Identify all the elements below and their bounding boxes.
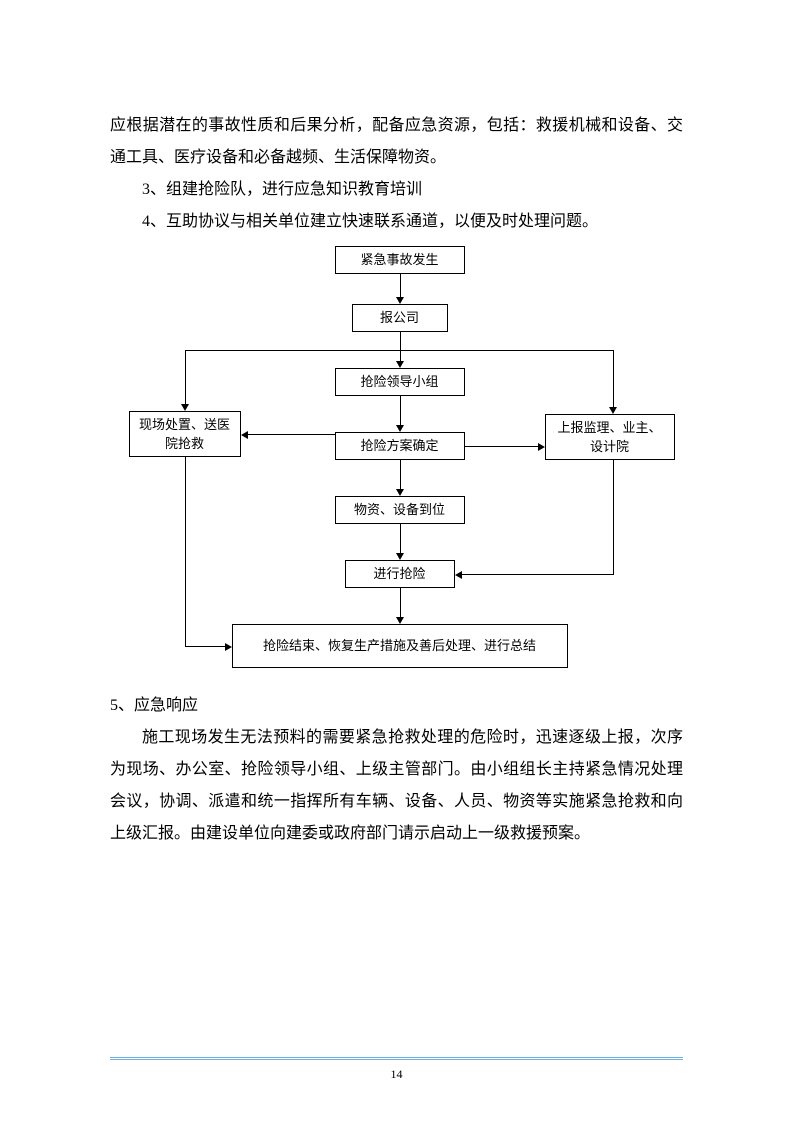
- node-rescue-end: 抢险结束、恢复生产措施及善后处理、进行总结: [232, 624, 568, 668]
- arrow-icon: [396, 617, 404, 624]
- arrow-icon: [538, 443, 545, 451]
- arrow-icon: [181, 404, 189, 411]
- node-onsite-hospital: 现场处置、送医院抢救: [129, 411, 241, 457]
- node-report-supervision: 上报监理、业主、设计院: [545, 414, 675, 460]
- page-number: 14: [0, 1067, 793, 1082]
- paragraph-1: 应根据潜在的事故性质和后果分析，配备应急资源，包括：救援机械和设备、交通工具、医…: [110, 110, 683, 174]
- edge: [465, 446, 539, 447]
- arrow-icon: [396, 361, 404, 368]
- paragraph-5: 施工现场发生无法预料的需要紧急抢救处理的危险时，迅速逐级上报，次序为现场、办公室…: [110, 722, 683, 850]
- edge: [400, 332, 401, 362]
- arrow-icon: [241, 431, 248, 439]
- node-rescue-plan: 抢险方案确定: [335, 432, 465, 460]
- edge: [185, 350, 613, 351]
- node-do-rescue: 进行抢险: [345, 560, 455, 588]
- edge: [185, 457, 186, 646]
- arrow-icon: [396, 297, 404, 304]
- flowchart: 紧急事故发生 报公司 抢险领导小组 抢险方案确定 物资、设备到位 进行抢险 抢险…: [117, 246, 677, 676]
- edge: [400, 396, 401, 426]
- edge: [400, 274, 401, 298]
- paragraph-4: 5、应急响应: [110, 690, 683, 722]
- arrow-icon: [396, 425, 404, 432]
- node-materials-equipment: 物资、设备到位: [335, 496, 465, 524]
- edge: [185, 350, 186, 405]
- edge: [462, 574, 614, 575]
- node-emergency: 紧急事故发生: [335, 246, 465, 274]
- paragraph-2: 3、组建抢险队，进行应急知识教育培训: [110, 174, 683, 206]
- edge: [400, 524, 401, 554]
- edge: [613, 350, 614, 408]
- arrow-icon: [455, 571, 462, 579]
- node-report-company: 报公司: [352, 304, 448, 332]
- edge: [247, 434, 335, 435]
- arrow-icon: [396, 553, 404, 560]
- arrow-icon: [225, 643, 232, 651]
- node-rescue-leader-group: 抢险领导小组: [335, 368, 465, 396]
- edge: [613, 460, 614, 574]
- edge: [185, 646, 226, 647]
- paragraph-3: 4、互助协议与相关单位建立快速联系通道，以便及时处理问题。: [110, 206, 683, 238]
- arrow-icon: [609, 407, 617, 414]
- arrow-icon: [396, 489, 404, 496]
- footer-rule: [110, 1057, 683, 1060]
- edge: [400, 460, 401, 490]
- edge: [400, 588, 401, 618]
